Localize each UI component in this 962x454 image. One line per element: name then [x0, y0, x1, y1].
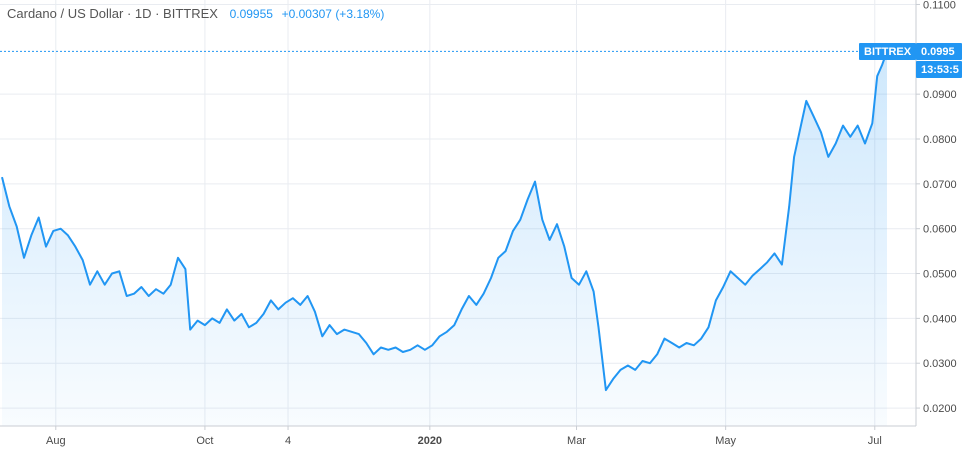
price-tags: BITTREX 0.0995 13:53:5	[859, 43, 962, 78]
price-series-line	[1, 50, 888, 392]
x-tick-label: Mar	[567, 435, 586, 447]
x-tick-label: Oct	[196, 435, 213, 447]
price-area-fill	[2, 51, 887, 427]
x-tick-label: Jul	[868, 435, 882, 447]
chart-header: Cardano / US Dollar · 1D · BITTREX 0.099…	[7, 6, 384, 21]
y-tick-label: 0.0500	[923, 269, 957, 281]
x-tick-label: May	[715, 435, 736, 447]
last-price-value: 0.09955	[229, 7, 273, 21]
y-axis-ticks: 0.1100 0.0900 0.0800 0.0700 0.0600 0.0500 0.04…	[916, 0, 957, 415]
countdown-tag-box	[916, 61, 962, 78]
x-axis-ticks: Aug Oct 4 2020 Mar May Jul	[46, 426, 882, 447]
y-tick-label: 0.0400	[923, 313, 957, 325]
y-tick-label: 0.0200	[923, 403, 957, 415]
last-price-tag-value: 0.0995	[921, 46, 955, 58]
y-tick-label: 0.0900	[923, 89, 957, 101]
last-price-tag-box	[916, 43, 962, 60]
y-tick-label: 0.0700	[923, 179, 957, 191]
price-change-value: +0.00307 (+3.18%)	[281, 7, 385, 21]
y-tick-label: 0.0600	[923, 224, 957, 236]
y-tick-label: 0.0800	[923, 134, 957, 146]
symbol-title: Cardano / US Dollar · 1D · BITTREX	[7, 6, 218, 21]
x-tick-label: 2020	[418, 435, 442, 447]
exchange-tag-label: BITTREX	[864, 46, 912, 58]
y-tick-label: 0.0300	[923, 358, 957, 370]
x-tick-label: 4	[285, 435, 291, 447]
exchange-tag-box	[859, 43, 916, 60]
countdown-tag-value: 13:53:5	[921, 64, 959, 76]
x-tick-label: Aug	[46, 435, 66, 447]
y-tick-label: 0.1100	[923, 0, 956, 11]
